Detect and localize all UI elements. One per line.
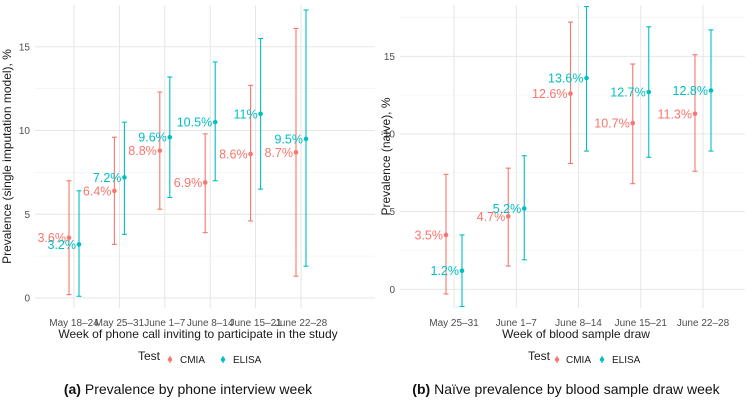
y-axis-title: Prevalence (naïve), % bbox=[379, 97, 393, 215]
point-cmia bbox=[505, 214, 511, 219]
x-tick-label: June 1–7 bbox=[144, 318, 186, 329]
point-cmia bbox=[248, 151, 253, 157]
point-elisa bbox=[212, 119, 218, 125]
legend-label-elisa: ELISA bbox=[612, 355, 641, 366]
caption-a-text: Prevalence by phone interview week bbox=[81, 381, 313, 397]
point-cmia bbox=[66, 235, 72, 240]
legend-key-elisa-icon bbox=[599, 356, 605, 363]
y-tick-label: 10 bbox=[19, 126, 31, 137]
legend-key-elisa-icon bbox=[220, 356, 226, 363]
x-tick-label: June 8–14 bbox=[187, 318, 234, 329]
data-label-elisa: 12.7% bbox=[610, 86, 645, 100]
data-label-elisa: 10.5% bbox=[177, 116, 212, 130]
x-axis-title: Week of blood sample draw bbox=[502, 327, 650, 341]
x-tick-label: May 25–31 bbox=[429, 318, 479, 329]
legend-key-cmia-icon bbox=[554, 356, 560, 363]
point-cmia bbox=[443, 232, 449, 238]
chart-panel-b: 0 5 10 15 May 25–31 June 1–7 June 8–14 June 15–… bbox=[379, 5, 745, 341]
point-elisa bbox=[258, 111, 263, 117]
caption-a: (a) Prevalence by phone interview week bbox=[64, 381, 313, 397]
data-label-elisa: 9.6% bbox=[138, 131, 167, 145]
point-elisa bbox=[303, 136, 309, 142]
data-label-cmia: 8.7% bbox=[265, 146, 294, 160]
data-label-cmia: 11.3% bbox=[657, 107, 692, 121]
caption-b-label: (b) bbox=[412, 381, 430, 397]
data-label-cmia: 4.7% bbox=[477, 210, 506, 224]
point-elisa bbox=[646, 89, 652, 95]
x-tick-label: June 15–21 bbox=[615, 318, 668, 329]
point-cmia bbox=[692, 111, 698, 117]
x-axis-title: Week of phone call inviting to participa… bbox=[58, 327, 337, 341]
data-label-elisa: 12.8% bbox=[673, 84, 708, 98]
point-cmia bbox=[112, 188, 117, 194]
y-tick-label: 10 bbox=[384, 129, 396, 140]
legend-b: Test CMIA ELISA bbox=[528, 349, 641, 366]
data-label-elisa: 7.2% bbox=[93, 171, 122, 185]
y-tick-label: 0 bbox=[389, 285, 395, 296]
point-elisa bbox=[76, 242, 82, 247]
x-tick-label: May 25–31 bbox=[95, 318, 145, 329]
data-label-cmia: 12.6% bbox=[532, 87, 567, 101]
data-label-cmia: 3.6% bbox=[38, 231, 67, 245]
legend-title: Test bbox=[528, 349, 551, 363]
x-tick-label: June 1–7 bbox=[496, 318, 538, 329]
legend-title: Test bbox=[138, 349, 161, 363]
x-tick-label: June 22–28 bbox=[677, 318, 730, 329]
data-label-elisa: 11% bbox=[234, 107, 258, 121]
point-elisa bbox=[167, 134, 173, 140]
point-elisa bbox=[708, 88, 714, 93]
data-label-elisa: 3.2% bbox=[48, 238, 77, 252]
point-elisa bbox=[122, 175, 127, 180]
y-tick-label: 0 bbox=[24, 293, 30, 304]
legend-label-elisa: ELISA bbox=[233, 355, 262, 366]
data-label-cmia: 10.7% bbox=[594, 117, 629, 131]
data-label-elisa: 5.2% bbox=[493, 202, 522, 216]
caption-a-label: (a) bbox=[64, 381, 81, 397]
x-tick-label: June 15–21 bbox=[229, 318, 282, 329]
point-cmia bbox=[157, 148, 163, 153]
caption-b: (b) Naïve prevalence by blood sample dra… bbox=[412, 381, 720, 397]
data-label-cmia: 3.5% bbox=[415, 228, 444, 242]
caption-b-text: Naïve prevalence by blood sample draw we… bbox=[430, 381, 720, 397]
y-axis-title: Prevalence (single imputation model), % bbox=[0, 49, 14, 264]
point-cmia bbox=[630, 120, 636, 126]
y-tick-label: 15 bbox=[384, 52, 396, 63]
point-cmia bbox=[568, 91, 573, 96]
data-label-cmia: 6.9% bbox=[174, 176, 203, 190]
y-tick-label: 15 bbox=[19, 42, 31, 53]
legend-label-cmia: CMIA bbox=[180, 355, 205, 366]
legend-label-cmia: CMIA bbox=[566, 355, 591, 366]
point-cmia bbox=[202, 180, 208, 185]
data-label-elisa: 13.6% bbox=[548, 72, 583, 86]
data-label-cmia: 8.6% bbox=[219, 147, 248, 161]
x-tick-label: May 18–24 bbox=[49, 318, 99, 329]
x-tick-label: June 22–28 bbox=[275, 318, 328, 329]
data-label-elisa: 9.5% bbox=[275, 132, 304, 146]
data-label-cmia: 6.4% bbox=[83, 184, 112, 198]
y-tick-label: 5 bbox=[389, 207, 395, 218]
point-elisa bbox=[459, 268, 465, 274]
legend-a: Test CMIA ELISA bbox=[138, 349, 262, 366]
data-label-cmia: 8.8% bbox=[128, 144, 157, 158]
y-tick-label: 5 bbox=[24, 210, 30, 221]
x-tick-label: June 8–14 bbox=[555, 318, 602, 329]
point-elisa bbox=[584, 75, 589, 81]
legend-key-cmia-icon bbox=[167, 356, 173, 363]
point-cmia bbox=[293, 150, 299, 155]
data-label-elisa: 1.2% bbox=[431, 264, 460, 278]
point-elisa bbox=[521, 206, 527, 211]
